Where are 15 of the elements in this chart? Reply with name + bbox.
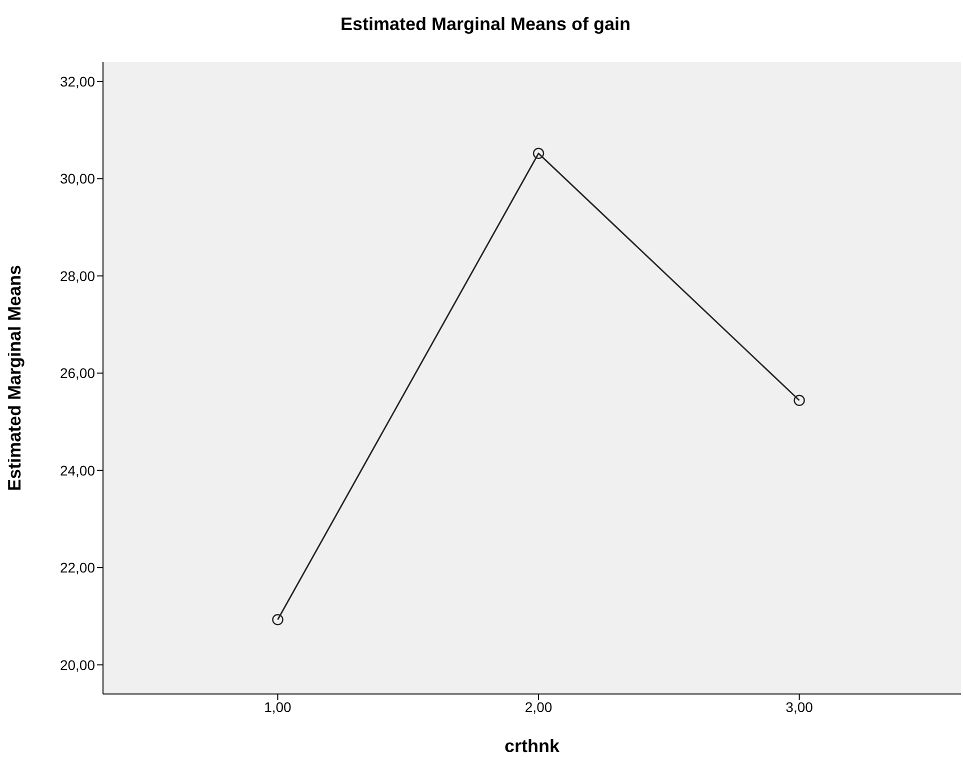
y-tick-label: 32,00 [60,73,96,90]
x-tick-label: 2,00 [524,698,552,715]
point [532,148,544,160]
x-tick-label: 1,00 [264,698,292,715]
chart-title: Estimated Marginal Means of gain [339,14,632,35]
x-tick-label: 3,00 [786,698,814,715]
x-axis-title: crthnk [504,736,560,756]
y-tick-label: 28,00 [60,268,96,284]
y-tick-label: 26,00 [60,365,96,382]
y-tick-label: 20,00 [60,656,96,673]
point [272,614,284,626]
y-tick-label: 22,00 [60,560,96,576]
y-tick-label: 24,00 [60,462,96,478]
point [794,394,805,406]
y-tick-label: 30,00 [60,170,96,187]
